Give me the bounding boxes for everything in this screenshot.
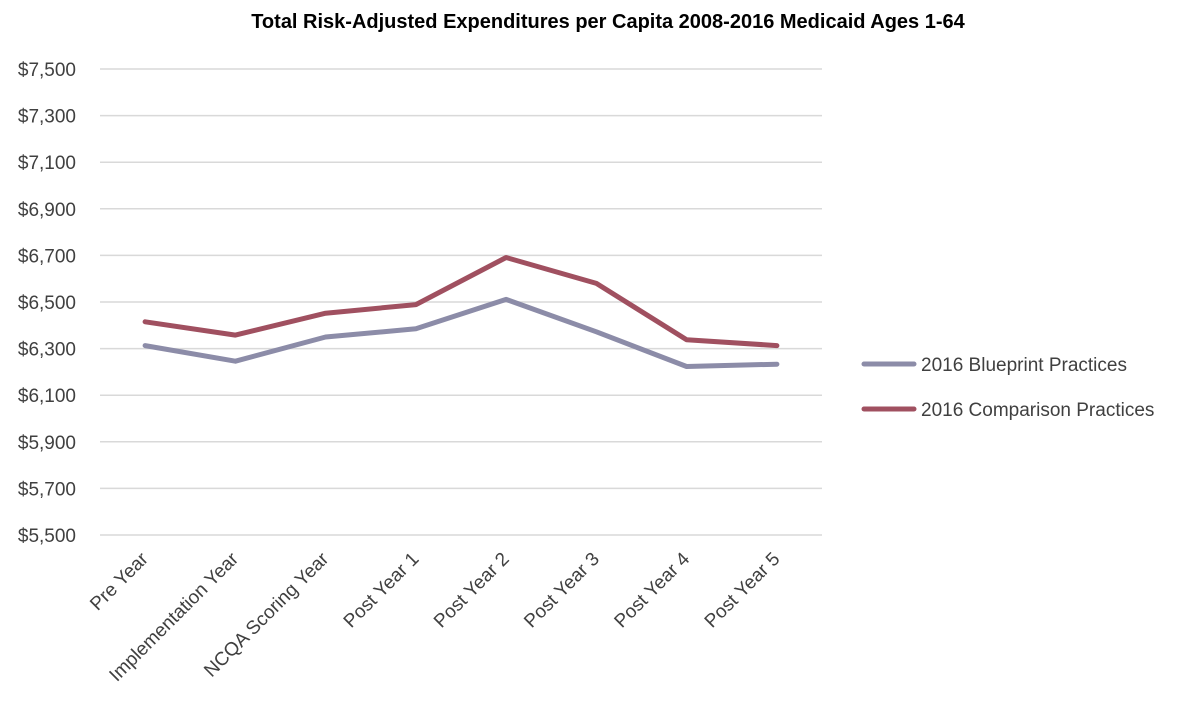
y-axis-tick-labels: $7,500 $7,300 $7,100 $6,900 $6,700 $6,500 $6,3…	[18, 60, 76, 547]
x-tick-label: Post Year 1	[340, 549, 424, 633]
chart-title: Total Risk-Adjusted Expenditures per Cap…	[251, 11, 965, 33]
y-tick-label: $6,900	[18, 200, 76, 221]
legend: 2016 Blueprint Practices 2016 Comparison …	[861, 355, 1154, 421]
x-tick-label: Post Year 4	[611, 548, 695, 632]
x-tick-label: Post Year 2	[430, 549, 514, 633]
y-tick-label: $6,700	[18, 246, 76, 267]
gridlines	[100, 68, 822, 536]
series-line-2	[142, 255, 780, 349]
y-tick-label: $7,100	[18, 153, 76, 174]
y-tick-label: $5,700	[18, 479, 76, 500]
y-tick-label: $6,500	[18, 293, 76, 314]
y-tick-label: $5,500	[18, 526, 76, 547]
series-lines	[142, 255, 780, 369]
y-tick-label: $5,900	[18, 433, 76, 454]
legend-label: 2016 Blueprint Practices	[921, 355, 1127, 376]
x-tick-label: Post Year 5	[701, 549, 785, 633]
y-tick-label: $7,500	[18, 60, 76, 81]
legend-label: 2016 Comparison Practices	[921, 400, 1154, 421]
y-tick-label: $7,300	[18, 107, 76, 128]
y-tick-label: $6,300	[18, 340, 76, 361]
y-tick-label: $6,100	[18, 386, 76, 407]
series-line-1	[142, 296, 780, 369]
x-tick-label: Pre Year	[86, 548, 153, 615]
x-tick-label: Post Year 3	[520, 549, 604, 633]
